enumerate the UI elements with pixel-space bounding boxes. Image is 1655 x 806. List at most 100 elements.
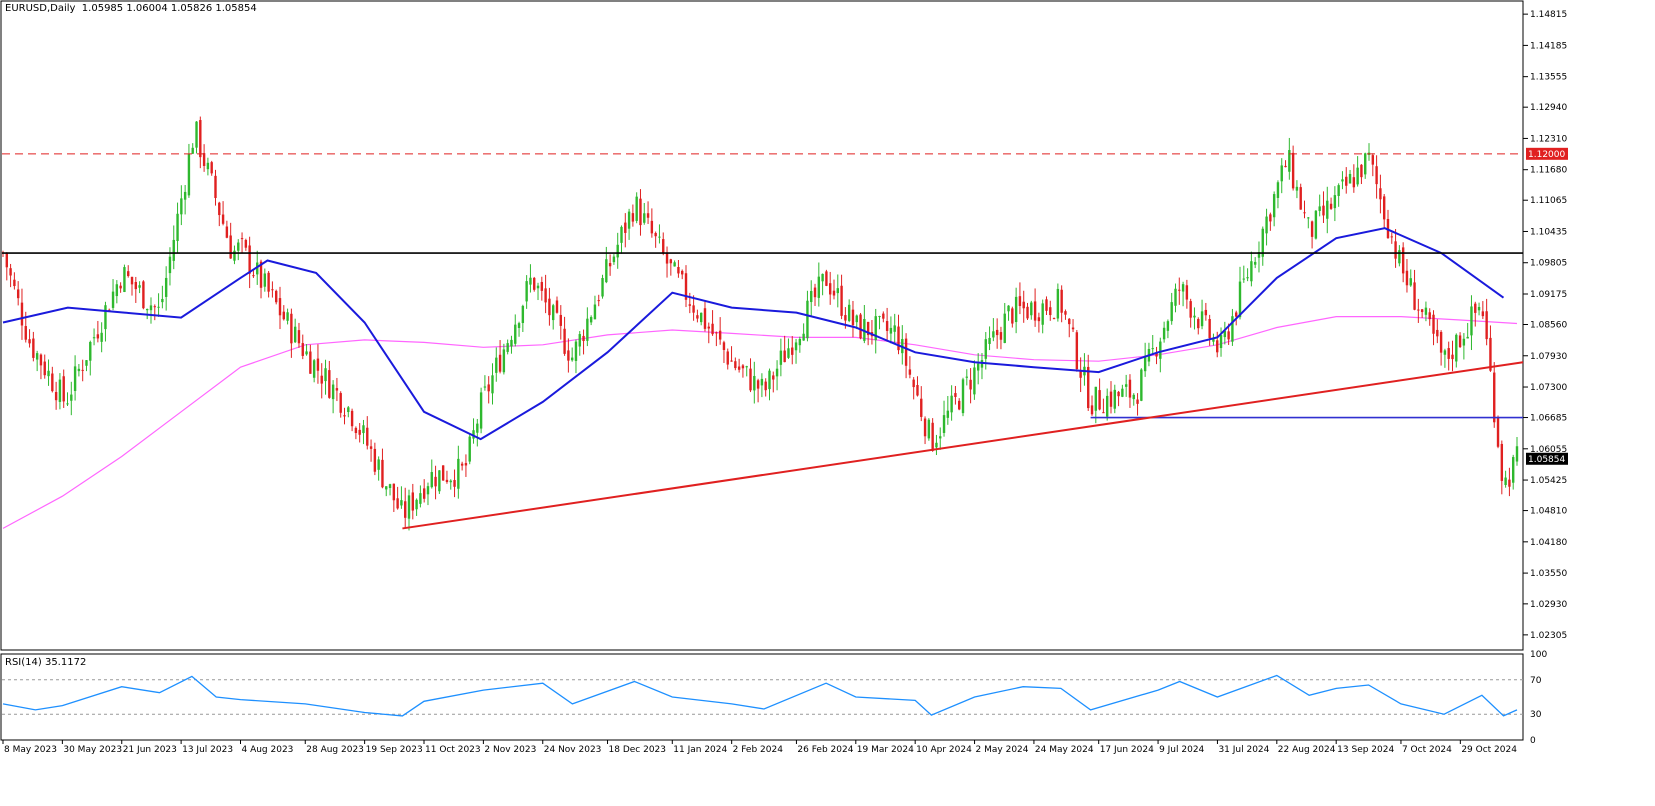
candle-body <box>798 338 802 346</box>
candle-body <box>1299 187 1302 210</box>
candle-body <box>1455 334 1458 362</box>
candle-body <box>988 337 991 344</box>
candle-body <box>1451 354 1454 360</box>
candle-body <box>1143 356 1147 372</box>
candle-body <box>570 357 574 361</box>
candle-body <box>1102 412 1105 414</box>
candle-body <box>1269 214 1272 222</box>
candle-body <box>893 325 896 332</box>
candle-body <box>1117 391 1120 397</box>
candle-body <box>559 314 562 326</box>
candle-body <box>1204 309 1208 316</box>
candle-body <box>1443 350 1447 355</box>
candle-body <box>726 351 729 365</box>
candle-body <box>734 361 737 369</box>
candle-body <box>191 147 194 154</box>
candle-body <box>301 343 304 356</box>
candle-body <box>643 213 646 223</box>
chart-header: EURUSD,Daily 1.05985 1.06004 1.05826 1.0… <box>5 3 257 14</box>
time-axis-label: 19 Mar 2024 <box>857 745 914 755</box>
price-axis-label: 1.02930 <box>1530 600 1567 610</box>
candle-body <box>225 226 229 238</box>
candle-body <box>954 393 957 397</box>
candle-body <box>400 500 403 506</box>
candle-body <box>1261 228 1264 257</box>
candle-body <box>817 276 821 298</box>
candle-body <box>1185 285 1189 300</box>
candle-body <box>722 342 726 350</box>
candle-body <box>324 368 327 382</box>
trend-line <box>402 361 1524 530</box>
candle-body <box>161 298 164 303</box>
candle-body <box>43 361 46 376</box>
candle-body <box>775 368 779 377</box>
time-axis-label: 13 Jul 2023 <box>182 745 233 755</box>
candle-body <box>578 334 581 347</box>
price-axis-label: 1.04810 <box>1530 507 1567 517</box>
candle-body <box>624 222 627 233</box>
candle-body <box>1326 200 1329 219</box>
candle-body <box>305 351 308 355</box>
candle-body <box>961 379 965 414</box>
candle-body <box>1014 296 1018 323</box>
candle-body <box>92 337 96 339</box>
time-axis-label: 28 Aug 2023 <box>306 745 364 755</box>
candle-body <box>692 305 695 313</box>
candle-body <box>468 436 471 462</box>
candle-body <box>927 419 931 439</box>
candle-body <box>1136 399 1139 404</box>
candle-body <box>912 379 915 388</box>
candle-body <box>510 339 513 347</box>
candle-body <box>1272 194 1276 218</box>
candle-body <box>350 410 354 427</box>
candle-body <box>491 375 494 394</box>
time-axis-label: 4 Aug 2023 <box>241 745 293 755</box>
candle-body <box>1288 150 1291 172</box>
candle-body <box>1345 176 1348 186</box>
candle-body <box>354 427 358 434</box>
candle-body <box>248 245 251 274</box>
candle-body <box>1033 301 1037 321</box>
candle-body <box>923 418 927 437</box>
candle-body <box>1485 311 1488 340</box>
candle-body <box>995 329 999 336</box>
candle-body <box>787 348 790 358</box>
candle-body <box>950 395 953 413</box>
candle-body <box>426 486 430 495</box>
candle-body <box>1489 337 1492 371</box>
candle-body <box>1413 282 1416 310</box>
candle-body <box>1216 340 1219 353</box>
candle-body <box>77 368 81 372</box>
candle-body <box>1477 306 1481 311</box>
price-pane-frame <box>0 0 1524 651</box>
candle-body <box>1310 221 1314 237</box>
candle-body <box>631 213 635 222</box>
candle-body <box>127 271 130 277</box>
candle-body <box>1500 443 1504 481</box>
candle-body <box>1432 314 1435 334</box>
candle-body <box>1390 236 1393 238</box>
candle-body <box>525 281 528 302</box>
candle-body <box>973 367 976 395</box>
candle-body <box>1504 477 1507 485</box>
candle-body <box>517 323 521 329</box>
candle-body <box>263 273 267 287</box>
candle-body <box>366 427 369 446</box>
candle-body <box>195 121 198 148</box>
time-axis-label: 13 Sep 2024 <box>1337 745 1394 755</box>
current-price-tag <box>1526 452 1568 465</box>
candle-body <box>889 327 893 334</box>
candle-body <box>164 277 168 297</box>
candle-body <box>1348 173 1352 184</box>
candle-body <box>1420 309 1424 313</box>
time-axis-label: 22 Aug 2024 <box>1278 745 1336 755</box>
candle-body <box>347 407 350 413</box>
candle-body <box>1458 335 1462 348</box>
candle-body <box>210 162 213 174</box>
candle-body <box>1174 288 1177 306</box>
candle-body <box>718 330 722 340</box>
candle-body <box>540 281 544 291</box>
rsi-axis-label: 70 <box>1530 676 1542 686</box>
candle-body <box>958 400 961 410</box>
